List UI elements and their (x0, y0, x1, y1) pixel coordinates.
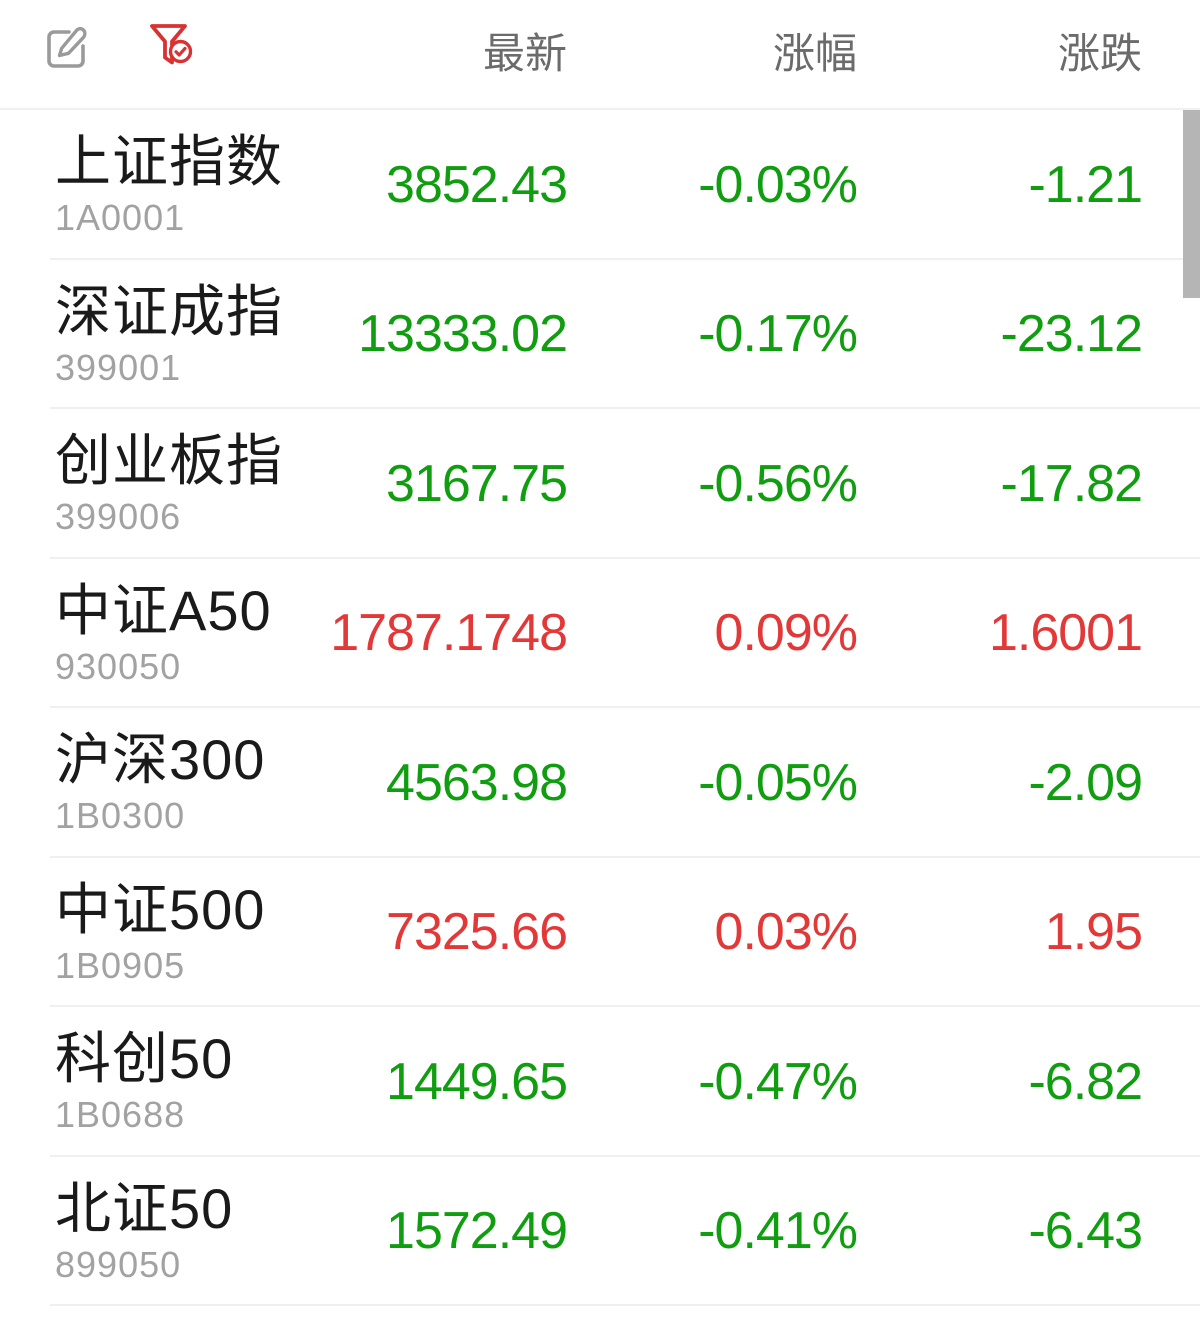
index-change: -6.82 (1028, 1052, 1143, 1111)
index-row[interactable]: 中证A50 930050 1787.1748 0.09% 1.6001 (0, 559, 1200, 709)
index-name-cell: 中证500 1B0905 (55, 881, 307, 984)
index-last: 7325.66 (386, 903, 568, 962)
index-change: -2.09 (1028, 753, 1143, 812)
index-name-cell: 上证指数 1A0001 (55, 133, 307, 236)
index-code: 1B0905 (55, 944, 186, 986)
index-row[interactable]: 沪深300 1B0300 4563.98 -0.05% -2.09 (0, 708, 1200, 858)
index-name: 北证50 (55, 1176, 234, 1240)
index-change: -6.43 (1028, 1202, 1143, 1261)
edit-compose-icon (40, 18, 92, 77)
column-header-change[interactable]: 涨跌 (1057, 29, 1142, 77)
index-code: 899050 (55, 1243, 182, 1285)
change-pct-cell: -0.56% (567, 454, 858, 513)
index-name: 中证500 (55, 877, 266, 941)
index-row[interactable]: 北证50 899050 1572.49 -0.41% -6.43 (0, 1157, 1200, 1307)
column-header-change-pct[interactable]: 涨幅 (772, 29, 857, 77)
last-price-cell: 1787.1748 (307, 604, 568, 663)
change-cell: -23.12 (857, 305, 1143, 364)
index-row[interactable]: 科创50 1B0688 1449.65 -0.47% -6.82 (0, 1007, 1200, 1157)
last-price-cell: 13333.02 (307, 305, 568, 364)
index-code: 930050 (55, 645, 182, 687)
change-pct-cell: -0.41% (567, 1202, 858, 1261)
index-change: 1.6001 (988, 604, 1143, 663)
last-price-cell: 3852.43 (307, 155, 568, 214)
index-row[interactable]: 深证成指 399001 13333.02 -0.17% -23.12 (0, 260, 1200, 410)
last-price-cell: 1572.49 (307, 1202, 568, 1261)
list-header: 最新 涨幅 涨跌 (0, 0, 1200, 110)
index-row[interactable]: 创业板指 399006 3167.75 -0.56% -17.82 (0, 409, 1200, 559)
change-cell: -2.09 (857, 753, 1143, 812)
change-pct-cell: 0.09% (567, 604, 858, 663)
index-change-pct: -0.47% (698, 1052, 858, 1111)
change-cell: -6.43 (857, 1202, 1143, 1261)
index-code: 399006 (55, 496, 182, 538)
index-last: 3852.43 (386, 155, 568, 214)
index-last: 1449.65 (386, 1052, 568, 1111)
index-code: 1B0688 (55, 1094, 186, 1136)
last-price-cell: 1449.65 (307, 1052, 568, 1111)
index-row[interactable]: 中证500 1B0905 7325.66 0.03% 1.95 (0, 858, 1200, 1008)
index-code: 1A0001 (55, 197, 186, 239)
change-cell: 1.6001 (857, 604, 1143, 663)
index-change-pct: -0.05% (698, 753, 858, 812)
index-name: 科创50 (55, 1027, 234, 1091)
index-name: 上证指数 (55, 130, 283, 194)
index-change: -23.12 (1000, 305, 1143, 364)
index-name: 中证A50 (55, 578, 272, 642)
index-change-pct: -0.17% (698, 305, 858, 364)
change-cell: -17.82 (857, 454, 1143, 513)
change-cell: -6.82 (857, 1052, 1143, 1111)
scrollbar-thumb[interactable] (1183, 110, 1200, 298)
index-last: 4563.98 (386, 753, 568, 812)
index-code: 399001 (55, 346, 182, 388)
index-last: 13333.02 (358, 305, 568, 364)
edit-list-button[interactable] (38, 16, 94, 78)
index-last: 1787.1748 (330, 604, 568, 663)
index-name: 创业板指 (55, 429, 283, 493)
change-pct-cell: -0.47% (567, 1052, 858, 1111)
index-last: 3167.75 (386, 454, 568, 513)
index-row[interactable]: 上证指数 1A0001 3852.43 -0.03% -1.21 (0, 110, 1200, 260)
index-name-cell: 深证成指 399001 (55, 283, 307, 386)
index-change-pct: 0.09% (714, 604, 858, 663)
column-header-last[interactable]: 最新 (482, 29, 567, 77)
index-last: 1572.49 (386, 1202, 568, 1261)
index-change: -17.82 (1000, 454, 1143, 513)
index-name-cell: 沪深300 1B0300 (55, 731, 307, 834)
last-price-cell: 3167.75 (307, 454, 568, 513)
index-change-pct: -0.03% (698, 155, 858, 214)
change-cell: 1.95 (857, 903, 1143, 962)
index-change-pct: -0.56% (698, 454, 858, 513)
change-pct-cell: -0.05% (567, 753, 858, 812)
index-change-pct: 0.03% (714, 903, 858, 962)
index-name: 沪深300 (55, 728, 266, 792)
change-pct-cell: 0.03% (567, 903, 858, 962)
last-price-cell: 4563.98 (307, 753, 568, 812)
last-price-cell: 7325.66 (307, 903, 568, 962)
change-pct-cell: -0.17% (567, 305, 858, 364)
funnel-check-icon (147, 18, 197, 77)
index-name-cell: 科创50 1B0688 (55, 1030, 307, 1133)
index-change: 1.95 (1044, 903, 1143, 962)
filter-button[interactable] (144, 16, 200, 78)
change-cell: -1.21 (857, 155, 1143, 214)
index-change: -1.21 (1028, 155, 1143, 214)
index-change-pct: -0.41% (698, 1202, 858, 1261)
index-name-cell: 中证A50 930050 (55, 582, 307, 685)
index-code: 1B0300 (55, 795, 186, 837)
index-list: 上证指数 1A0001 3852.43 -0.03% -1.21 深证成指 39… (0, 110, 1200, 1306)
change-pct-cell: -0.03% (567, 155, 858, 214)
index-name: 深证成指 (55, 279, 283, 343)
index-name-cell: 创业板指 399006 (55, 432, 307, 535)
index-name-cell: 北证50 899050 (55, 1180, 307, 1283)
